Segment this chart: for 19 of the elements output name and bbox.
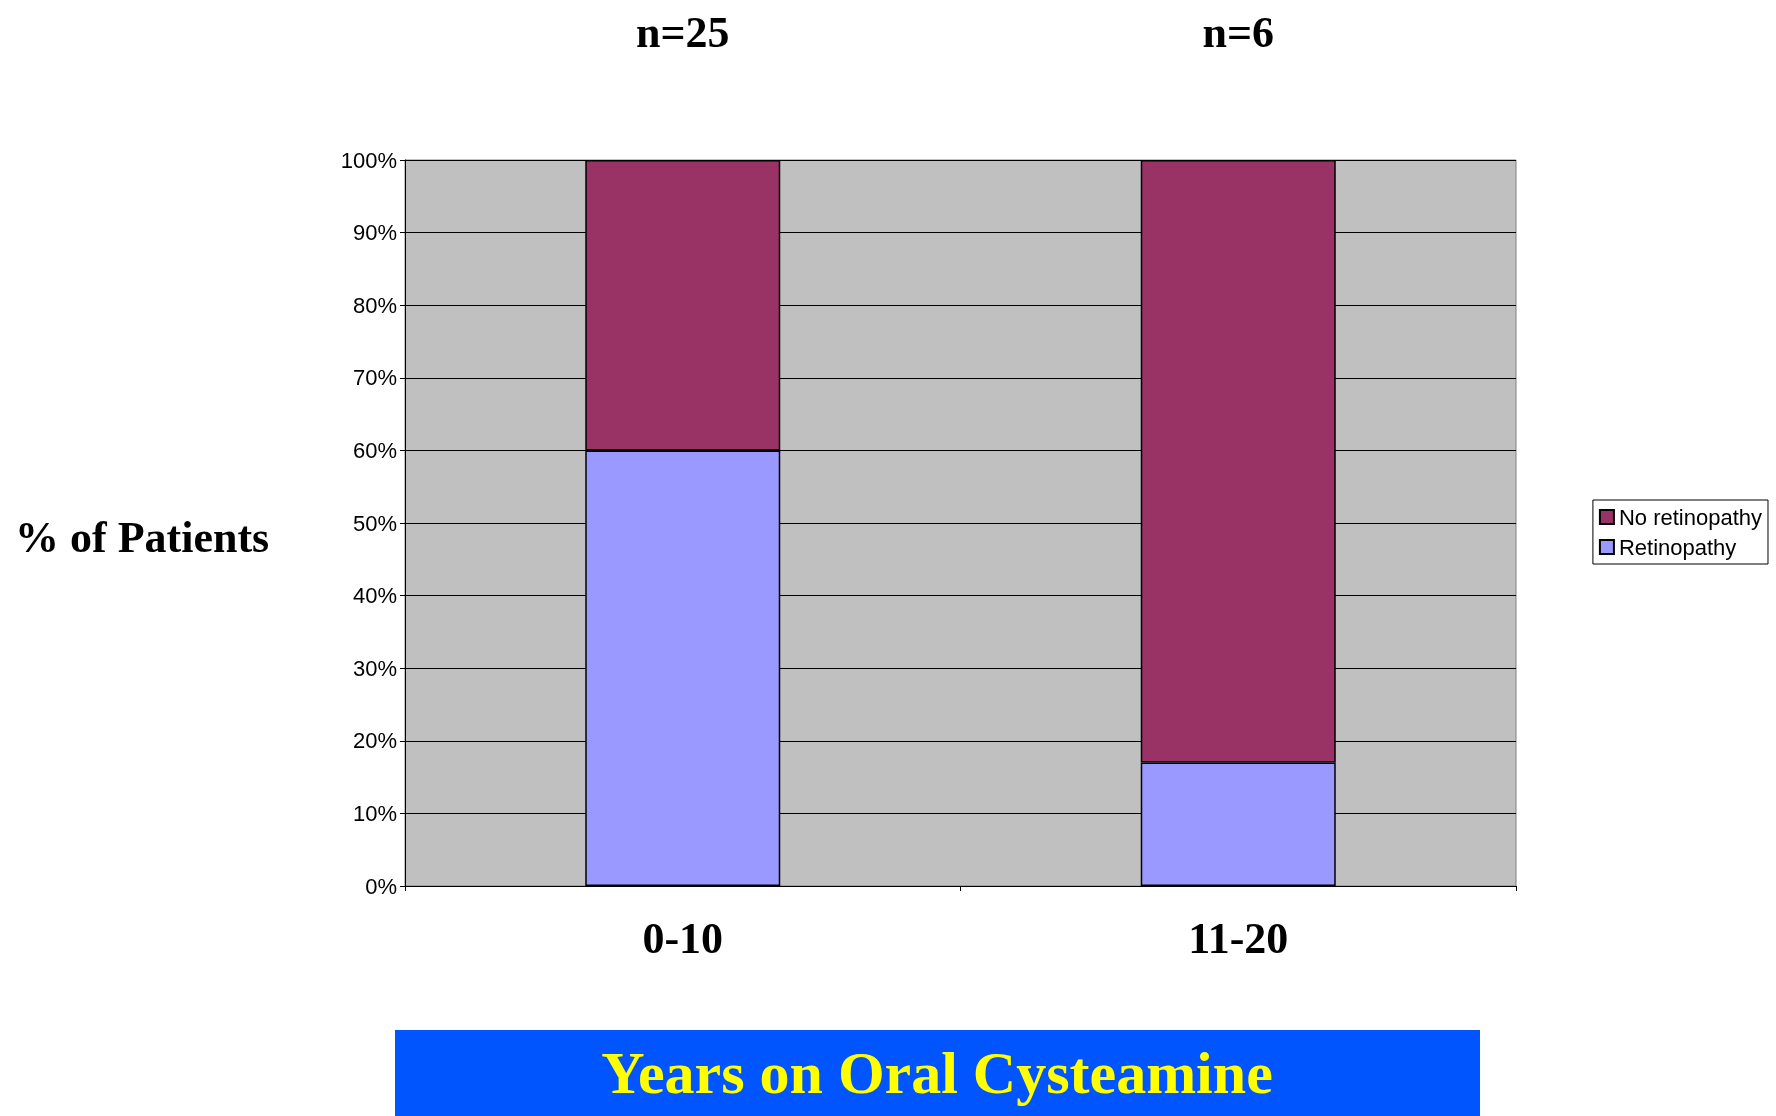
x-axis-title: Years on Oral Cysteamine	[601, 1040, 1273, 1106]
y-tick-label: 20%	[352, 728, 397, 754]
y-tick-label: 80%	[352, 292, 397, 318]
y-tick-label: 60%	[352, 437, 397, 463]
y-tick-label: 30%	[352, 655, 397, 681]
legend-label: No retinopathy	[1618, 504, 1763, 530]
legend-label: Retinopathy	[1618, 534, 1737, 560]
y-tick-label: 50%	[352, 510, 397, 536]
x-tick-label: 0-10	[642, 913, 724, 963]
text: n=6	[1202, 7, 1275, 57]
y-tick-label: 100%	[340, 147, 397, 173]
y-tick-label: 10%	[352, 800, 397, 826]
y-tick-label: 70%	[352, 365, 397, 391]
y-axis-title: % of Patients	[15, 512, 270, 562]
y-tick-label: 40%	[352, 583, 397, 609]
x-tick-label: 11-20	[1188, 913, 1289, 963]
y-tick-label: 0%	[365, 873, 397, 899]
text: n=25	[635, 7, 730, 57]
y-tick-label: 90%	[352, 220, 397, 246]
